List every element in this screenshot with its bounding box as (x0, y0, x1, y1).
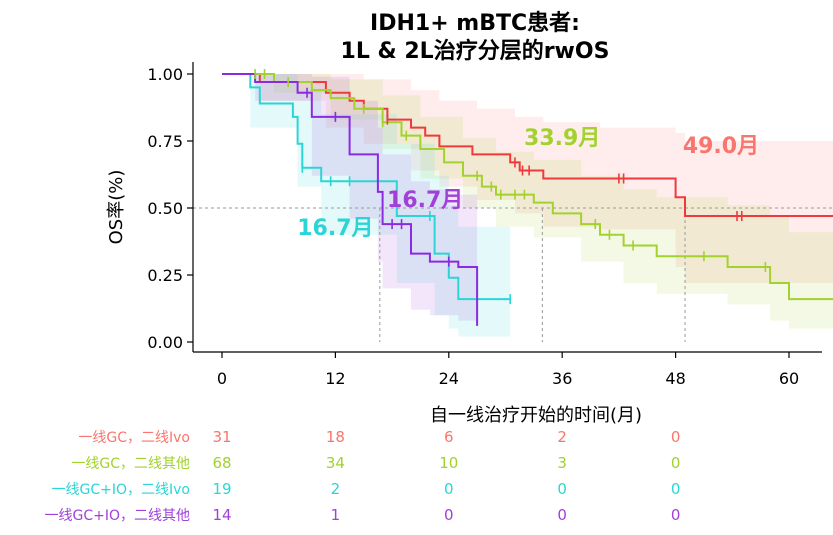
x-tick-label-2: 24 (439, 369, 459, 388)
risk-count-3-4: 0 (671, 506, 681, 524)
median-label-1: 33.9月 (524, 126, 600, 151)
risk-count-2-4: 0 (671, 480, 681, 498)
y-tick-label-4: 1.00 (147, 65, 183, 84)
ci-band-1 (222, 74, 833, 329)
ci-band-2 (222, 74, 511, 337)
median-label-3: 16.7月 (387, 188, 463, 213)
y-tick-label-0: 0.00 (147, 333, 183, 352)
survival-curve-0 (222, 73, 833, 217)
risk-count-1-2: 10 (439, 454, 458, 472)
median-reference-lines (193, 207, 833, 342)
risk-count-2-2: 0 (444, 480, 454, 498)
chart-title-line-1: IDH1+ mBTC患者: (370, 10, 580, 36)
risk-count-0-2: 6 (444, 428, 454, 446)
risk-row-name-2: 一线GC+IO，二线Ivo (52, 482, 190, 498)
risk-count-1-0: 68 (212, 454, 231, 472)
x-tick-label-4: 48 (665, 369, 685, 388)
median-label-2: 16.7月 (297, 216, 373, 241)
ci-band-0 (222, 74, 833, 283)
risk-count-0-0: 31 (212, 428, 231, 446)
median-labels: 49.0月 33.9月 16.7月 16.7月 (297, 126, 759, 241)
risk-count-2-1: 2 (331, 480, 341, 498)
y-tick-label-2: 0.50 (147, 199, 183, 218)
risk-count-1-3: 3 (557, 454, 567, 472)
risk-row-name-3: 一线GC+IO，二线其他 (44, 508, 190, 524)
ci-band-3 (222, 74, 478, 337)
median-label-0: 49.0月 (683, 134, 759, 159)
risk-count-2-3: 0 (557, 480, 567, 498)
axis-ticks: 0 12 24 36 48 60 0.00 0.25 0.50 0.75 1.00 (147, 65, 799, 388)
y-axis-title: OS率(%) (106, 170, 127, 245)
risk-count-3-2: 0 (444, 506, 454, 524)
chart-title-line-2: 1L & 2L治疗分层的rwOS (341, 38, 610, 64)
risk-count-2-0: 19 (212, 480, 231, 498)
risk-count-0-1: 18 (326, 428, 345, 446)
risk-count-0-4: 0 (671, 428, 681, 446)
x-tick-label-1: 12 (325, 369, 345, 388)
risk-count-3-1: 1 (331, 506, 341, 524)
x-axis-title: 自一线治疗开始的时间(月) (430, 405, 642, 426)
y-tick-label-3: 0.75 (147, 132, 183, 151)
x-tick-label-3: 36 (552, 369, 572, 388)
x-tick-label-5: 60 (779, 369, 799, 388)
risk-row-name-1: 一线GC，二线其他 (71, 456, 190, 472)
risk-row-name-0: 一线GC，二线Ivo (78, 430, 190, 446)
censor-marks (254, 69, 767, 305)
confidence-bands (222, 74, 833, 337)
x-tick-label-0: 0 (217, 369, 227, 388)
risk-count-3-3: 0 (557, 506, 567, 524)
risk-count-0-3: 2 (557, 428, 567, 446)
survival-curve-1 (222, 73, 833, 301)
risk-count-3-0: 14 (212, 506, 231, 524)
risk-count-1-4: 0 (671, 454, 681, 472)
risk-count-1-1: 34 (326, 454, 345, 472)
y-tick-label-1: 0.25 (147, 266, 183, 285)
